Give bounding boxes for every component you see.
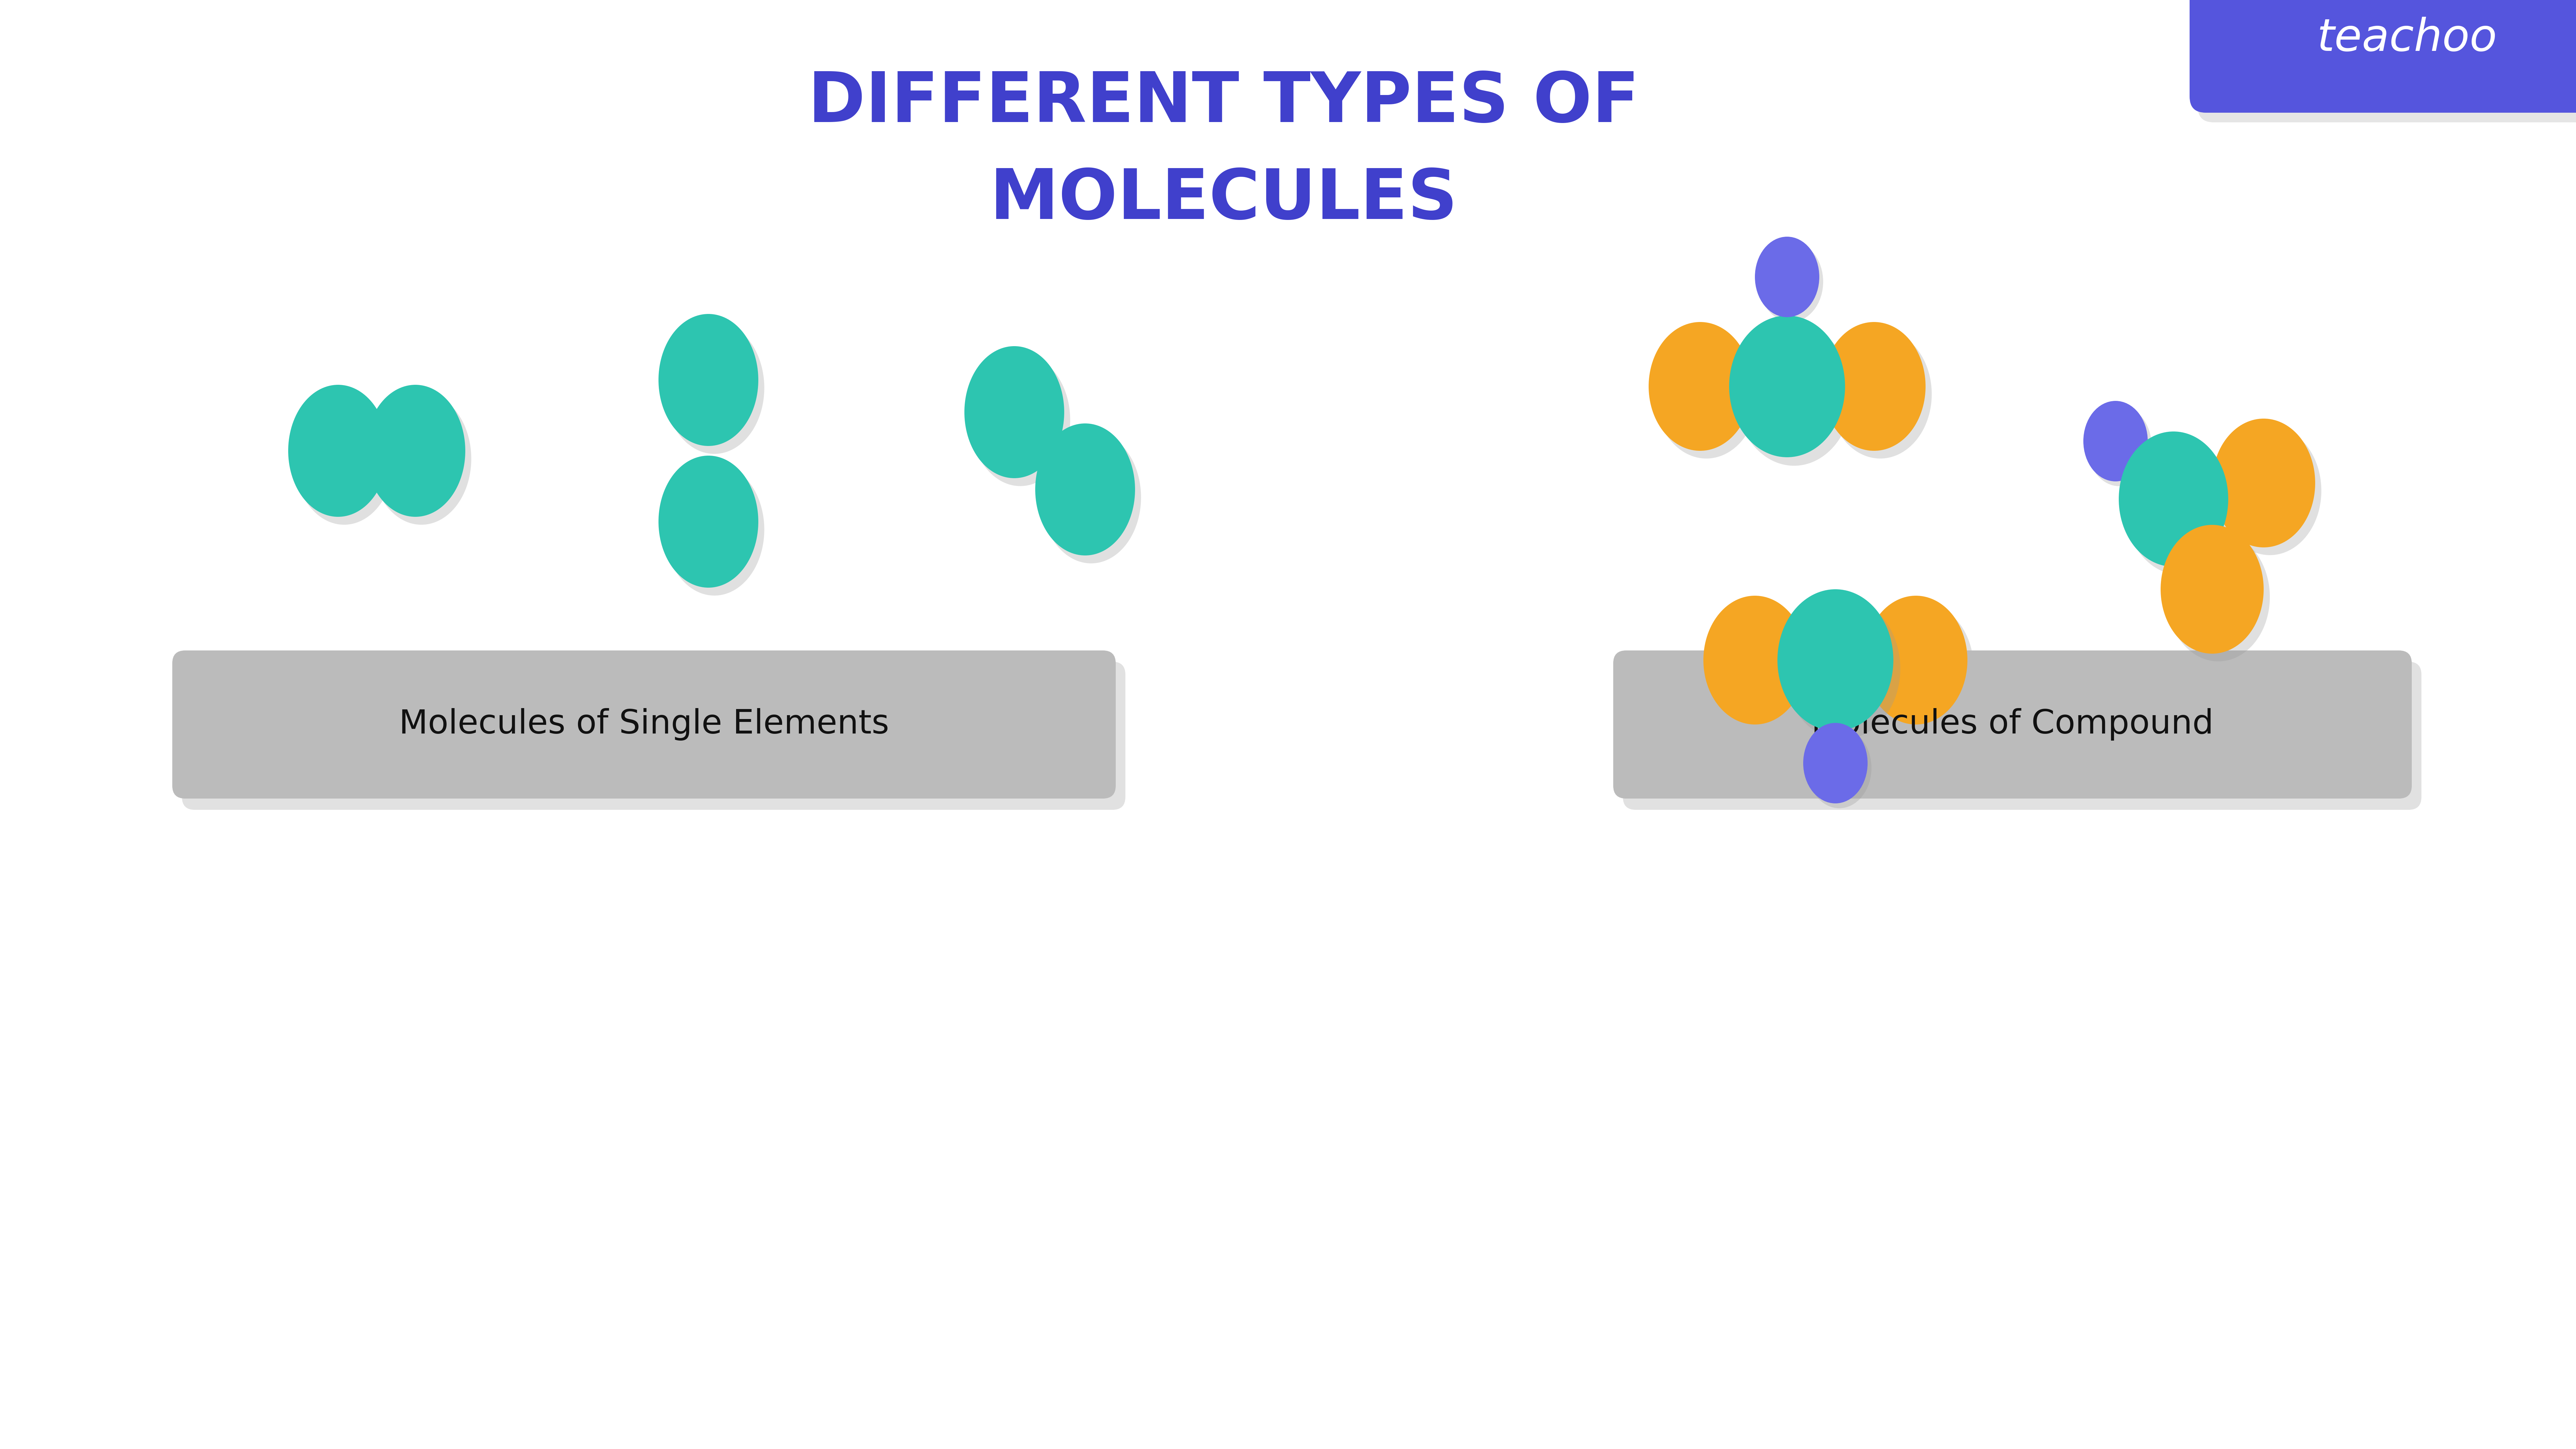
FancyBboxPatch shape: [1613, 651, 2411, 798]
Ellipse shape: [1803, 723, 1868, 803]
Ellipse shape: [1759, 242, 1824, 322]
Ellipse shape: [665, 322, 765, 454]
Ellipse shape: [1036, 423, 1136, 555]
Ellipse shape: [2084, 401, 2148, 481]
Ellipse shape: [2213, 419, 2316, 548]
Ellipse shape: [1710, 603, 1814, 732]
FancyBboxPatch shape: [2197, 0, 2576, 122]
Ellipse shape: [289, 385, 389, 517]
Ellipse shape: [659, 314, 757, 446]
Text: Molecules of Compound: Molecules of Compound: [1811, 709, 2213, 740]
Ellipse shape: [971, 354, 1069, 485]
Text: MOLECULES: MOLECULES: [989, 167, 1458, 233]
Ellipse shape: [1736, 325, 1852, 465]
Ellipse shape: [1824, 322, 1927, 451]
Ellipse shape: [1728, 316, 1844, 458]
Ellipse shape: [1829, 330, 1932, 458]
Ellipse shape: [1865, 596, 1968, 724]
Ellipse shape: [1654, 330, 1757, 458]
Ellipse shape: [2161, 525, 2264, 653]
Ellipse shape: [963, 346, 1064, 478]
Ellipse shape: [2218, 426, 2321, 555]
Ellipse shape: [294, 393, 394, 525]
FancyBboxPatch shape: [183, 662, 1126, 810]
Text: DIFFERENT TYPES OF: DIFFERENT TYPES OF: [809, 70, 1638, 136]
Ellipse shape: [2087, 406, 2151, 487]
Ellipse shape: [1808, 727, 1870, 809]
Ellipse shape: [1777, 590, 1893, 730]
Ellipse shape: [1041, 432, 1141, 564]
Ellipse shape: [1649, 322, 1752, 451]
Ellipse shape: [1870, 603, 1973, 732]
FancyBboxPatch shape: [2190, 0, 2576, 113]
Ellipse shape: [1703, 596, 1806, 724]
Ellipse shape: [1785, 598, 1901, 739]
Text: Molecules of Single Elements: Molecules of Single Elements: [399, 709, 889, 740]
Ellipse shape: [2125, 439, 2236, 575]
Text: teachoo: teachoo: [2316, 17, 2496, 61]
Ellipse shape: [659, 455, 757, 588]
Ellipse shape: [2117, 432, 2228, 567]
Ellipse shape: [665, 464, 765, 596]
Ellipse shape: [371, 393, 471, 525]
FancyBboxPatch shape: [1623, 662, 2421, 810]
Ellipse shape: [2166, 533, 2269, 661]
Ellipse shape: [1754, 236, 1819, 317]
FancyBboxPatch shape: [173, 651, 1115, 798]
Ellipse shape: [366, 385, 466, 517]
